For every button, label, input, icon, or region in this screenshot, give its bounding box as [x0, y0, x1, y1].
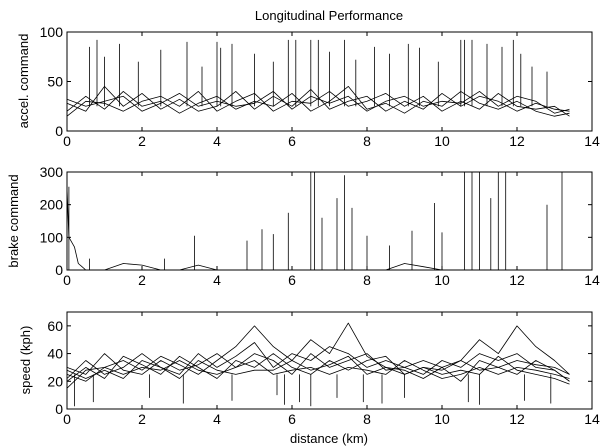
speed-ticks: 0 2 4 6 8 10 12 14 0 20 40 60: [47, 312, 600, 427]
brake-y-tick-label: 100: [40, 229, 64, 245]
brake-y-tick-label: 200: [40, 197, 64, 213]
brake-x-tick-label: 6: [288, 272, 296, 288]
accel-series-1: [66, 86, 570, 117]
brake-y-tick-label: 0: [55, 262, 63, 278]
brake-x-tick-label: 8: [363, 272, 371, 288]
accel-y-axis-label: accel. command: [16, 34, 31, 129]
accel-command-panel: 0 2 4 6 8 10 12 14 0 50 100 accel. command: [16, 24, 600, 149]
figure-title: Longitudinal Performance: [255, 8, 403, 23]
speed-x-tick-label: 10: [434, 411, 450, 427]
brake-x-tick-label: 12: [509, 272, 525, 288]
brake-y-tick-label: 300: [40, 164, 64, 180]
accel-ticks: 0 2 4 6 8 10 12 14 0 50 100: [40, 24, 600, 149]
brake-y-axis-label: brake command: [6, 174, 21, 267]
speed-y-tick-label: 20: [47, 373, 63, 389]
speed-y-tick-label: 60: [47, 318, 63, 334]
accel-series-4: [66, 91, 570, 114]
speed-x-tick-label: 4: [213, 411, 221, 427]
brake-x-tick-label: 14: [584, 272, 600, 288]
accel-x-tick-label: 14: [584, 133, 600, 149]
accel-x-tick-label: 6: [288, 133, 296, 149]
speed-series-2: [66, 342, 570, 382]
accel-x-tick-label: 12: [509, 133, 525, 149]
speed-y-tick-label: 40: [47, 346, 63, 362]
accel-series-group: [66, 39, 570, 117]
speed-x-tick-label: 12: [509, 411, 525, 427]
speed-series-group: [66, 322, 570, 407]
brake-ticks: 0 2 4 6 8 10 12 14 0 100 200 300: [40, 164, 600, 288]
speed-series-6: [66, 355, 570, 382]
brake-plot-frame: [66, 171, 593, 271]
speed-y-axis-label: speed (kph): [18, 326, 33, 395]
speed-x-tick-label: 14: [584, 411, 600, 427]
speed-y-tick-label: 0: [55, 401, 63, 417]
speed-series-1: [66, 322, 570, 389]
brake-x-tick-label: 10: [434, 272, 450, 288]
accel-x-tick-label: 8: [363, 133, 371, 149]
speed-series-3: [66, 360, 570, 382]
speed-x-tick-label: 0: [63, 411, 71, 427]
brake-x-tick-label: 4: [213, 272, 221, 288]
accel-x-tick-label: 0: [63, 133, 71, 149]
speed-x-tick-label: 2: [138, 411, 146, 427]
accel-x-tick-label: 10: [434, 133, 450, 149]
speed-x-tick-label: 6: [288, 411, 296, 427]
speed-panel: 0 2 4 6 8 10 12 14 0 20 40 60 speed (kph) distance …: [18, 311, 600, 446]
brake-command-panel: 0 2 4 6 8 10 12 14 0 100 200 300 brake command: [6, 164, 600, 288]
speed-series-4: [66, 353, 570, 382]
distance-x-axis-label: distance (km): [290, 431, 368, 446]
brake-x-tick-label: 2: [138, 272, 146, 288]
brake-series-group: [66, 172, 570, 271]
accel-series-3: [66, 91, 570, 117]
accel-y-tick-label: 0: [55, 123, 63, 139]
accel-x-tick-label: 2: [138, 133, 146, 149]
accel-y-tick-label: 100: [40, 24, 64, 40]
speed-x-tick-label: 8: [363, 411, 371, 427]
accel-x-tick-label: 4: [213, 133, 221, 149]
brake-x-tick-label: 0: [63, 272, 71, 288]
accel-y-tick-label: 50: [47, 74, 63, 90]
